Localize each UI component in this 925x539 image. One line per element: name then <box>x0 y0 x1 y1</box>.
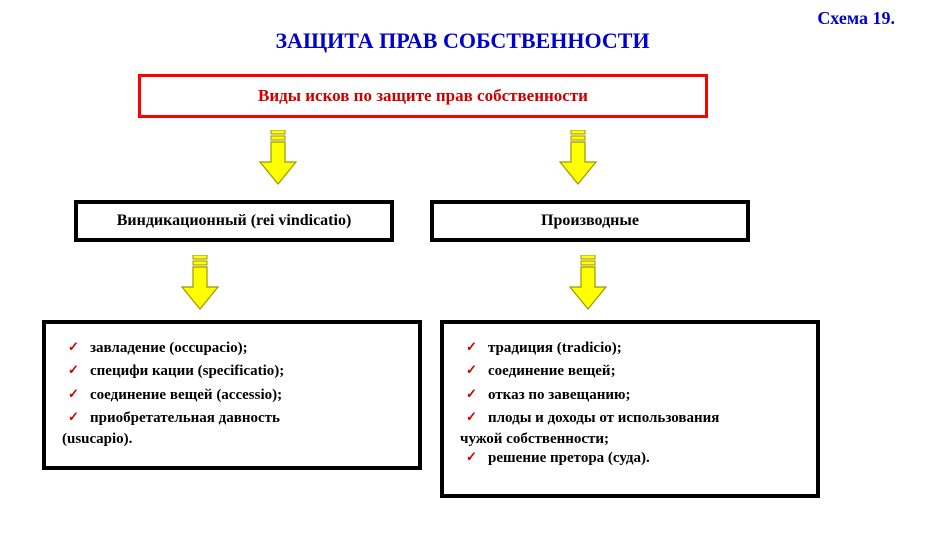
list-item: плоды и доходы от использования <box>460 408 800 428</box>
arrow-down-icon <box>258 130 298 185</box>
list-trailing-text: чужой собственности; <box>460 431 800 448</box>
right-list: традиция (tradicio); соединение вещей; о… <box>460 338 800 428</box>
list-item: приобретательная давность <box>62 408 402 428</box>
arrow-down-icon <box>558 130 598 185</box>
root-box: Виды исков по защите прав собственности <box>138 74 708 118</box>
list-item: завладение (occupacio); <box>62 338 402 358</box>
arrow-down-icon <box>180 255 220 310</box>
right-list-2: решение претора (суда). <box>460 448 800 468</box>
list-item: решение претора (суда). <box>460 448 800 468</box>
arrow-down-icon <box>568 255 608 310</box>
left-header-box: Виндикационный (rei vindicatio) <box>74 200 394 242</box>
list-item: специфи кации (specificatio); <box>62 361 402 381</box>
right-list-box: традиция (tradicio); соединение вещей; о… <box>440 320 820 498</box>
list-item: отказ по завещанию; <box>460 385 800 405</box>
right-header-box: Производные <box>430 200 750 242</box>
left-list-box: завладение (occupacio); специфи кации (s… <box>42 320 422 470</box>
scheme-label: Схема 19. <box>817 8 895 29</box>
page-title: ЗАЩИТА ПРАВ СОБСТВЕННОСТИ <box>0 28 925 54</box>
list-item: соединение вещей; <box>460 361 800 381</box>
list-item: традиция (tradicio); <box>460 338 800 358</box>
list-item: соединение вещей (accessio); <box>62 385 402 405</box>
left-list: завладение (occupacio); специфи кации (s… <box>62 338 402 428</box>
list-item-text: приобретательная давность <box>90 410 280 426</box>
list-trailing-text: (usucapio). <box>62 431 402 448</box>
